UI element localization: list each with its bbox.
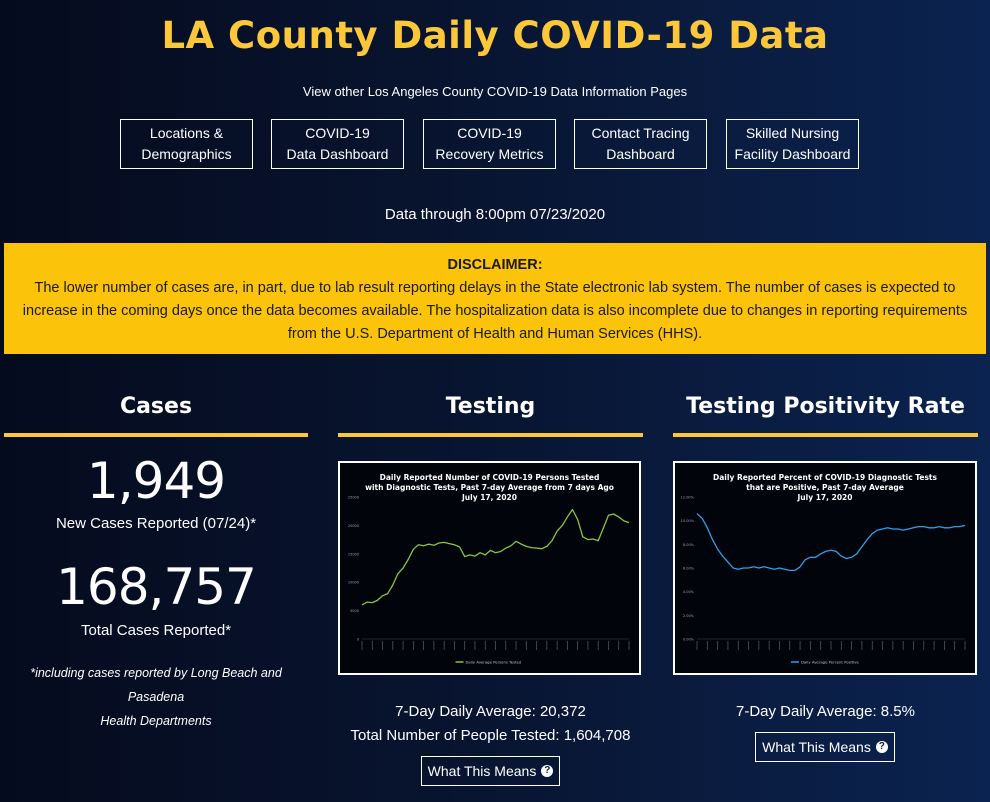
nav-data-dashboard-button[interactable]: COVID-19 Data Dashboard (271, 119, 404, 169)
nav-button-label: Dashboard (606, 146, 675, 162)
y-tick-label: 6.00% (683, 567, 695, 571)
positivity-what-this-means-button[interactable]: What This Means ? (755, 732, 895, 762)
data-through-date: Data through 8:00pm 07/23/2020 (384, 206, 606, 223)
nav-contact-tracing-button[interactable]: Contact Tracing Dashboard (574, 119, 707, 169)
y-tick-label: 15000 (348, 552, 359, 556)
disclaimer-body: The lower number of cases are, in part, … (22, 280, 968, 342)
total-cases-count: 168,757 (56, 558, 257, 616)
cases-heading: Cases (119, 394, 193, 419)
nav-button-label: Contact Tracing (591, 125, 690, 141)
positivity-chart: Daily Reported Percent of COVID-19 Diagn… (673, 461, 977, 675)
y-tick-label: 8.00% (683, 543, 695, 547)
legend-label: Daily Average Persons Tested (466, 660, 522, 665)
cases-footnote-line: *including cases reported by Long Beach … (30, 666, 282, 704)
page-title: LA County Daily COVID-19 Data (161, 14, 829, 57)
testing-chart-svg: Daily Reported Number of COVID-19 Person… (348, 473, 630, 665)
chart-title-line: with Diagnostic Tests, Past 7-day Averag… (365, 483, 614, 492)
subnav-label: View other Los Angeles County COVID-19 D… (302, 84, 688, 99)
chart-title-line: July 17, 2020 (461, 493, 517, 502)
positivity-heading-rule (673, 433, 978, 437)
nav-button-label: Recovery Metrics (435, 146, 544, 162)
y-tick-label: 10.00% (681, 519, 695, 523)
disclaimer-banner: DISCLAIMER: The lower number of cases ar… (4, 243, 986, 354)
y-tick-label: 20000 (348, 524, 359, 528)
positivity-7day-average: 7-Day Daily Average: 8.5% (736, 703, 915, 720)
chart-title-line: Daily Reported Percent of COVID-19 Diagn… (713, 473, 937, 482)
y-tick-label: 0 (357, 638, 359, 642)
what-this-means-label: What This Means (762, 739, 871, 755)
nav-button-label: Data Dashboard (286, 146, 389, 162)
cases-footnote-line: Health Departments (100, 714, 212, 728)
y-tick-label: 4.00% (683, 590, 695, 594)
legend-label: Daily Average Percent Positive (801, 660, 859, 665)
nav-button-label: COVID-19 (457, 125, 522, 141)
new-cases-count: 1,949 (86, 452, 226, 510)
series-line (361, 508, 630, 606)
series-line (696, 513, 966, 572)
y-tick-label: 12.00% (681, 496, 695, 500)
new-cases-label: New Cases Reported (07/24)* (55, 515, 257, 532)
nav-button-label: Locations & (149, 125, 224, 141)
total-cases-label: Total Cases Reported* (80, 622, 232, 639)
cases-heading-rule (4, 433, 308, 437)
y-tick-label: 10000 (348, 581, 359, 585)
cases-footnote: *including cases reported by Long Beach … (4, 661, 308, 733)
y-tick-label: 25000 (348, 496, 359, 500)
nav-button-label: Demographics (141, 146, 232, 162)
question-circle-icon: ? (541, 765, 554, 777)
y-tick-label: 2.00% (683, 614, 695, 618)
chart-title-line: Daily Reported Number of COVID-19 Person… (380, 473, 600, 482)
testing-heading-rule (338, 433, 643, 437)
nav-recovery-metrics-button[interactable]: COVID-19 Recovery Metrics (423, 119, 556, 169)
question-circle-icon: ? (875, 741, 888, 753)
nav-button-label: Skilled Nursing (745, 125, 840, 141)
y-tick-label: 5000 (350, 609, 359, 613)
testing-heading: Testing (445, 394, 536, 419)
disclaimer-heading: DISCLAIMER: (447, 257, 543, 273)
nav-locations-demographics-button[interactable]: Locations & Demographics (120, 119, 253, 169)
nav-button-label: COVID-19 (305, 125, 370, 141)
nav-button-label: Facility Dashboard (734, 146, 851, 162)
positivity-chart-svg: Daily Reported Percent of COVID-19 Diagn… (681, 473, 966, 665)
y-tick-label: 0.00% (683, 638, 695, 642)
chart-title-line: that are Positive, Past 7-day Average (746, 483, 904, 492)
nav-skilled-nursing-button[interactable]: Skilled Nursing Facility Dashboard (726, 119, 859, 169)
testing-chart: Daily Reported Number of COVID-19 Person… (338, 461, 641, 675)
positivity-heading: Testing Positivity Rate (686, 394, 965, 419)
testing-total-tested: Total Number of People Tested: 1,604,708 (350, 727, 631, 744)
testing-what-this-means-button[interactable]: What This Means ? (421, 756, 560, 786)
what-this-means-label: What This Means (427, 763, 537, 779)
chart-title-line: July 17, 2020 (797, 493, 853, 502)
testing-7day-average: 7-Day Daily Average: 20,372 (395, 703, 586, 720)
